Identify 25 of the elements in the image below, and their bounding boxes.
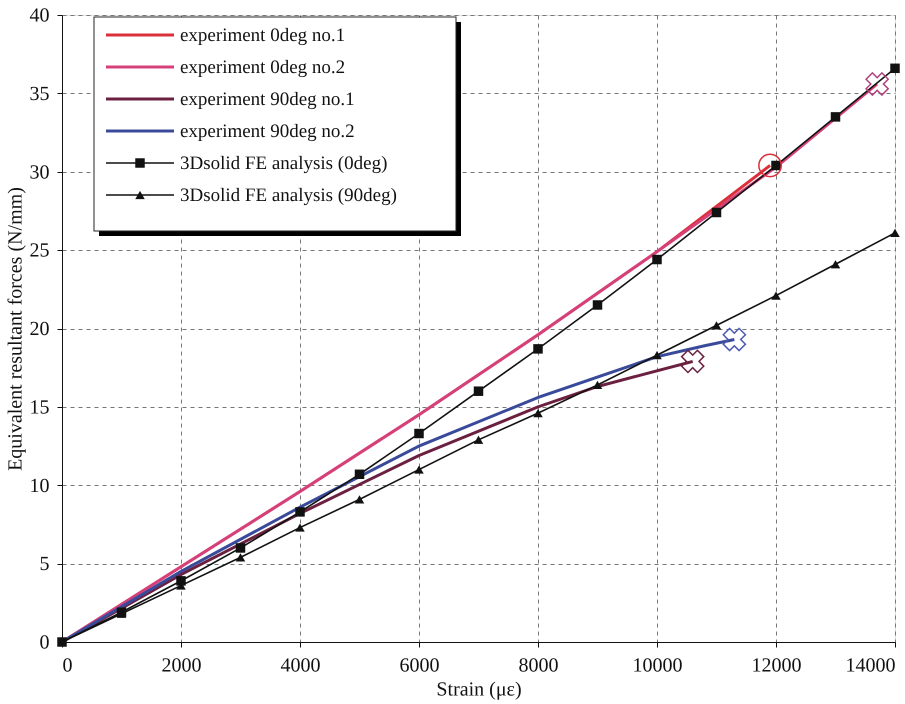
legend-label: experiment 0deg no.1 [180, 25, 346, 46]
y-tick-label: 20 [30, 318, 50, 340]
y-axis-title: Equivalent resultant forces (N/mm) [4, 187, 26, 471]
y-tick-label: 5 [40, 553, 50, 576]
x-tick-label: 14000 [846, 654, 896, 676]
legend-label: experiment 0deg no.2 [180, 57, 346, 78]
y-tick-label: 10 [30, 474, 50, 497]
x-tick-label: 8000 [518, 654, 558, 676]
legend-label: experiment 90deg no.1 [180, 89, 355, 110]
x-tick-label: 4000 [280, 654, 320, 676]
legend-label: experiment 90deg no.2 [180, 121, 355, 142]
x-tick-label: 12000 [752, 654, 802, 676]
y-tick-label: 0 [40, 632, 50, 654]
y-tick-label: 15 [30, 396, 50, 418]
legend-label: 3Dsolid FE analysis (90deg) [180, 185, 397, 206]
y-tick-label: 30 [30, 161, 50, 184]
x-tick-label: 6000 [400, 654, 440, 676]
y-tick-label: 40 [30, 4, 50, 26]
x-tick-label: 2000 [162, 654, 202, 676]
legend-label: 3Dsolid FE analysis (0deg) [180, 153, 388, 174]
y-tick-label: 35 [30, 82, 50, 105]
x-tick-label: 0 [62, 654, 72, 676]
x-axis-title: Strain (με) [436, 678, 522, 700]
y-tick-label: 25 [30, 240, 50, 262]
x-tick-label: 10000 [632, 654, 682, 676]
